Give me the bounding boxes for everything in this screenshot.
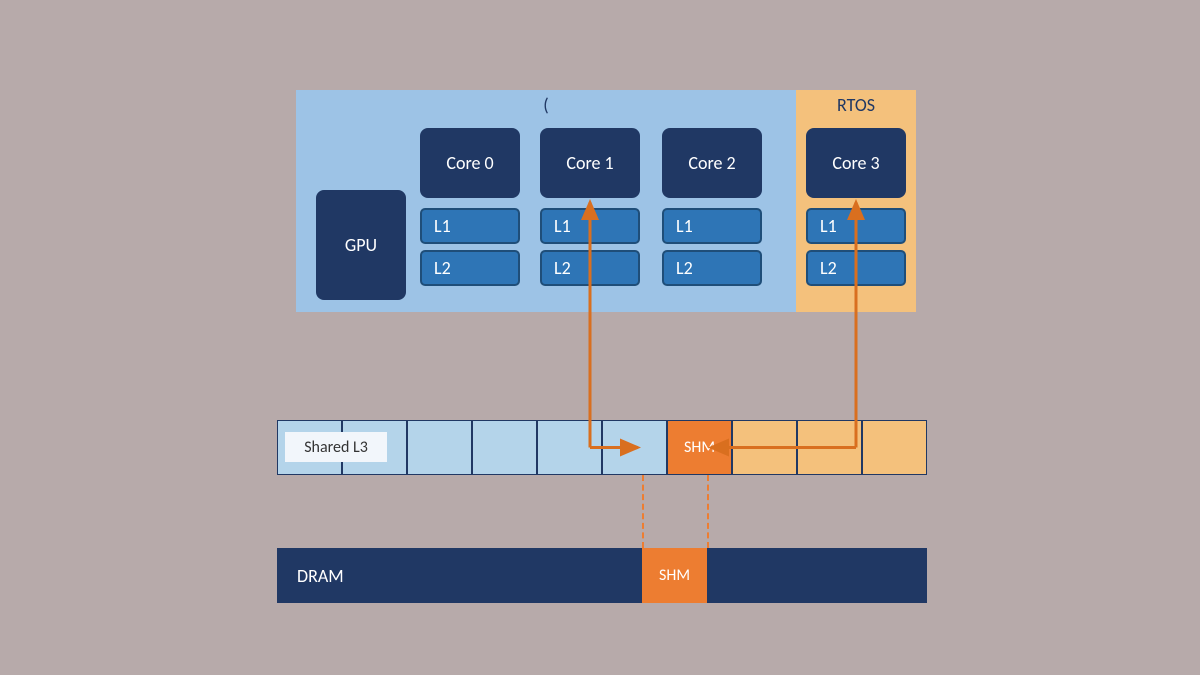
l3-shm-cell: SHM <box>667 420 732 475</box>
l3-cell <box>602 420 667 475</box>
l3-cell <box>407 420 472 475</box>
l3-cell <box>537 420 602 475</box>
core-1-l2: L2 <box>540 250 640 286</box>
dram-bar: DRAM <box>277 548 927 603</box>
core-3-block: Core 3 <box>806 128 906 198</box>
core-0-l2: L2 <box>420 250 520 286</box>
core-2-block: Core 2 <box>662 128 762 198</box>
l3-cell <box>732 420 797 475</box>
l3-cell <box>797 420 862 475</box>
core-2-l1: L1 <box>662 208 762 244</box>
shm-dash-left <box>642 475 644 548</box>
rtos-title: RTOS <box>796 90 916 120</box>
core-3-l1: L1 <box>806 208 906 244</box>
l3-cell <box>862 420 927 475</box>
core-0-l1: L1 <box>420 208 520 244</box>
linux-title: ( <box>296 90 796 120</box>
core-2-l2: L2 <box>662 250 762 286</box>
core-3-l2: L2 <box>806 250 906 286</box>
core-1-block: Core 1 <box>540 128 640 198</box>
gpu-block: GPU <box>316 190 406 300</box>
core-0-block: Core 0 <box>420 128 520 198</box>
dram-shm-cell: SHM <box>642 548 707 603</box>
core-1-l1: L1 <box>540 208 640 244</box>
shared-l3-label: Shared L3 <box>285 432 387 462</box>
shm-dash-right <box>707 475 709 548</box>
l3-cell <box>472 420 537 475</box>
